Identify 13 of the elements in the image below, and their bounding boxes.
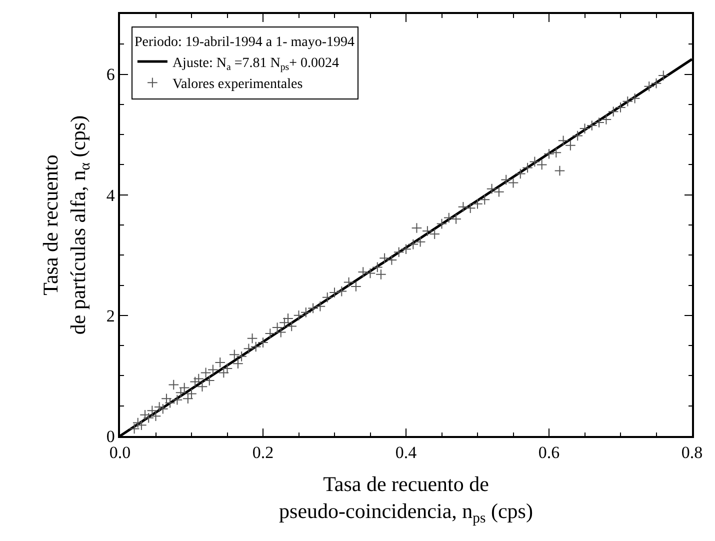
legend-title: Periodo: 19-abril-1994 a 1- mayo-1994 <box>134 34 355 50</box>
y-tick-label: 6 <box>106 65 115 84</box>
y-tick-label: 0 <box>106 426 115 446</box>
x-tick-label: 0.2 <box>252 443 274 462</box>
x-tick-label: 0.8 <box>681 443 703 462</box>
x-axis-title: Tasa de recuento de pseudo-coincidencia, n$_{ps}$ (cps) <box>279 472 533 527</box>
x-tick-label: 0.6 <box>538 443 560 462</box>
y-tick-label: 4 <box>106 186 116 205</box>
x-tick-label: 0.4 <box>395 443 418 462</box>
y-tick-label: 2 <box>106 306 115 326</box>
legend-label: Ajuste: N$_{a}$ =7.81 N$_{ps}$+ 0.0024 <box>172 56 340 73</box>
legend-label: Valores experimentales <box>172 77 303 92</box>
x-tick-label: 0.0 <box>109 443 131 462</box>
